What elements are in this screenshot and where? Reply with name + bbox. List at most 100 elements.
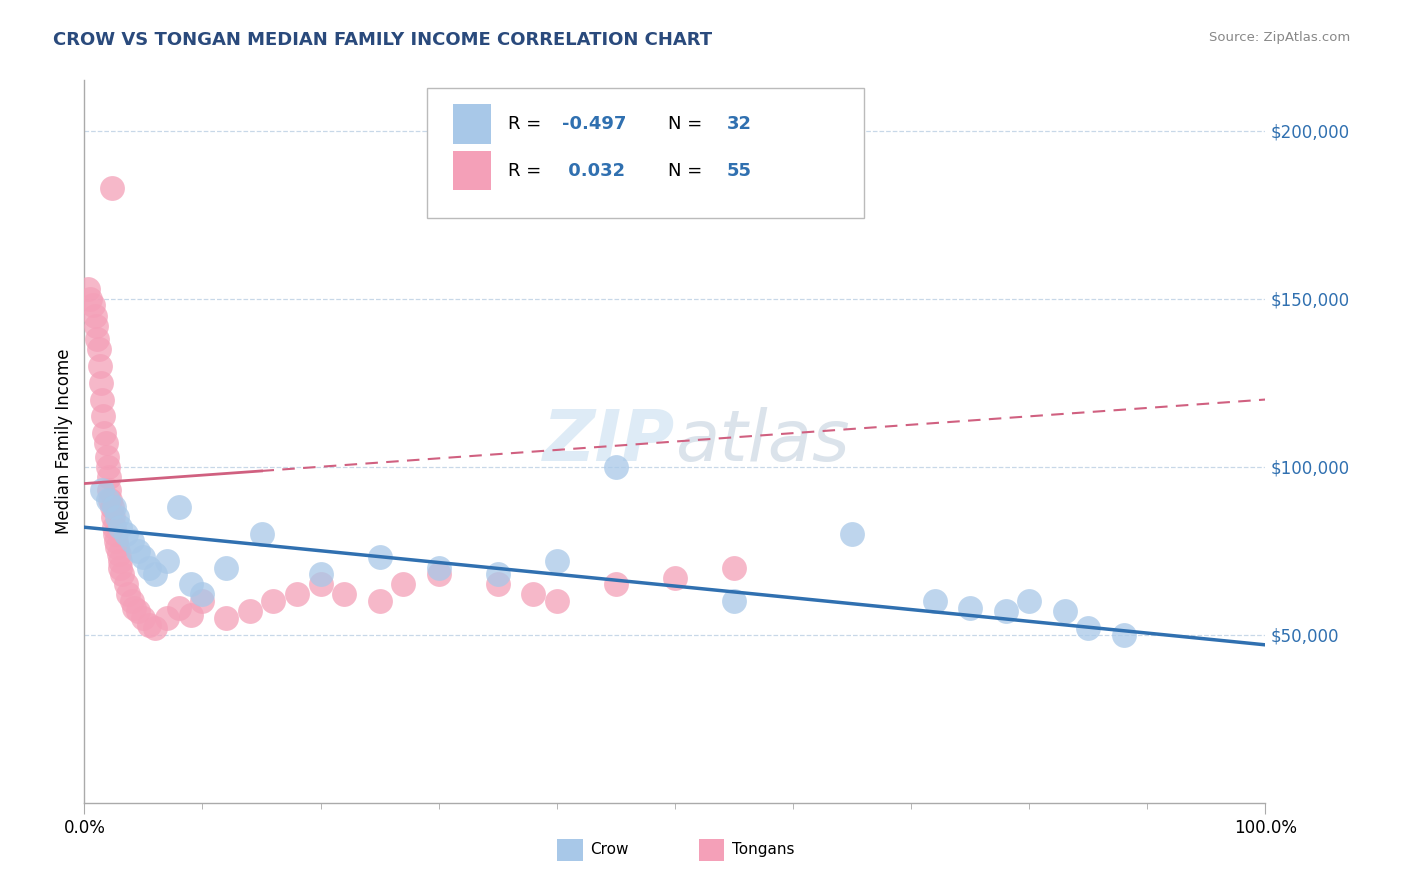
Point xyxy=(96,450,118,464)
FancyBboxPatch shape xyxy=(557,838,582,861)
Point xyxy=(309,577,332,591)
Point xyxy=(191,587,214,601)
Point xyxy=(97,493,120,508)
Text: ZIP: ZIP xyxy=(543,407,675,476)
Point xyxy=(605,459,627,474)
Point xyxy=(91,392,114,407)
Point xyxy=(215,611,238,625)
Point xyxy=(107,547,129,561)
Point xyxy=(91,483,114,498)
Point xyxy=(167,600,190,615)
Point xyxy=(103,520,125,534)
Text: CROW VS TONGAN MEDIAN FAMILY INCOME CORRELATION CHART: CROW VS TONGAN MEDIAN FAMILY INCOME CORR… xyxy=(53,31,713,49)
Point xyxy=(546,554,568,568)
Point xyxy=(1053,604,1076,618)
Point xyxy=(1018,594,1040,608)
Point xyxy=(215,560,238,574)
Text: N =: N = xyxy=(668,115,707,133)
Point xyxy=(107,510,129,524)
Point xyxy=(107,541,129,555)
Point xyxy=(156,611,179,625)
Point xyxy=(117,587,139,601)
Point xyxy=(167,500,190,514)
Point xyxy=(98,493,121,508)
Point xyxy=(262,594,284,608)
Point xyxy=(191,594,214,608)
Point xyxy=(97,459,120,474)
Point xyxy=(90,376,112,390)
Point xyxy=(368,594,391,608)
Point xyxy=(664,571,686,585)
Point xyxy=(156,554,179,568)
Point xyxy=(959,600,981,615)
Text: 0.032: 0.032 xyxy=(561,161,624,179)
Point xyxy=(121,594,143,608)
Point xyxy=(180,577,202,591)
Point xyxy=(841,527,863,541)
Point xyxy=(309,567,332,582)
Point xyxy=(924,594,946,608)
Point xyxy=(605,577,627,591)
Text: 32: 32 xyxy=(727,115,752,133)
Point xyxy=(127,543,149,558)
Point xyxy=(239,604,262,618)
Point xyxy=(114,527,136,541)
Point xyxy=(98,470,121,484)
Point xyxy=(392,577,415,591)
Point xyxy=(1112,628,1135,642)
Point xyxy=(114,577,136,591)
Point xyxy=(77,282,100,296)
Point xyxy=(100,181,122,195)
Y-axis label: Median Family Income: Median Family Income xyxy=(55,349,73,534)
Point xyxy=(180,607,202,622)
Point xyxy=(79,292,101,306)
Point xyxy=(285,587,308,601)
Text: Crow: Crow xyxy=(591,841,628,856)
Point xyxy=(546,594,568,608)
Point xyxy=(143,621,166,635)
Point xyxy=(108,560,131,574)
Point xyxy=(486,567,509,582)
Point xyxy=(84,309,107,323)
Point xyxy=(105,533,128,548)
Point xyxy=(87,342,110,356)
Point xyxy=(723,594,745,608)
Point xyxy=(138,560,160,574)
Point xyxy=(98,483,121,498)
Point xyxy=(427,567,450,582)
Point xyxy=(486,577,509,591)
Point xyxy=(82,298,104,312)
Point xyxy=(1077,621,1099,635)
FancyBboxPatch shape xyxy=(453,151,491,191)
Point xyxy=(103,500,125,514)
Point xyxy=(100,500,122,514)
Text: R =: R = xyxy=(509,161,547,179)
Point xyxy=(994,604,1017,618)
Text: R =: R = xyxy=(509,115,547,133)
Text: Tongans: Tongans xyxy=(731,841,794,856)
Point xyxy=(84,318,107,333)
Point xyxy=(122,600,145,615)
Point xyxy=(121,533,143,548)
Point xyxy=(143,567,166,582)
Point xyxy=(108,554,131,568)
Point xyxy=(111,567,134,582)
Point xyxy=(522,587,544,601)
FancyBboxPatch shape xyxy=(427,87,863,218)
Point xyxy=(132,550,155,565)
Point xyxy=(333,587,356,601)
Point xyxy=(723,560,745,574)
Point xyxy=(427,560,450,574)
Point xyxy=(132,611,155,625)
Point xyxy=(368,550,391,565)
Text: Source: ZipAtlas.com: Source: ZipAtlas.com xyxy=(1209,31,1350,45)
Point xyxy=(101,510,124,524)
Point xyxy=(138,617,160,632)
FancyBboxPatch shape xyxy=(699,838,724,861)
Text: 55: 55 xyxy=(727,161,752,179)
Text: N =: N = xyxy=(668,161,707,179)
Point xyxy=(93,426,115,441)
Point xyxy=(127,604,149,618)
Point xyxy=(104,527,127,541)
FancyBboxPatch shape xyxy=(453,103,491,144)
